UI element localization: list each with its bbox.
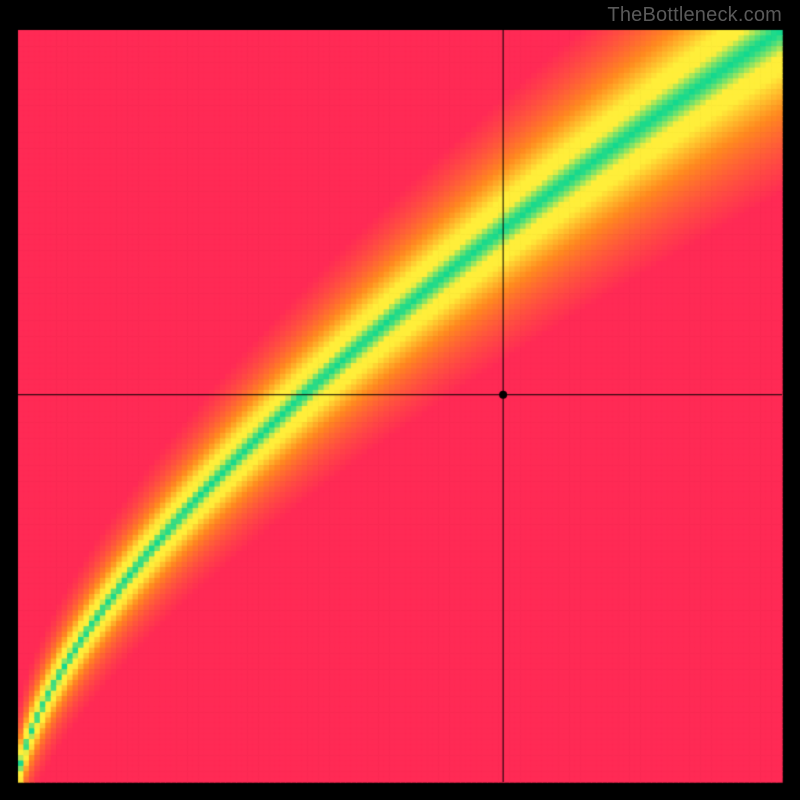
watermark-text: TheBottleneck.com — [607, 4, 782, 27]
chart-container: TheBottleneck.com — [0, 0, 800, 800]
bottleneck-heatmap — [0, 0, 800, 800]
